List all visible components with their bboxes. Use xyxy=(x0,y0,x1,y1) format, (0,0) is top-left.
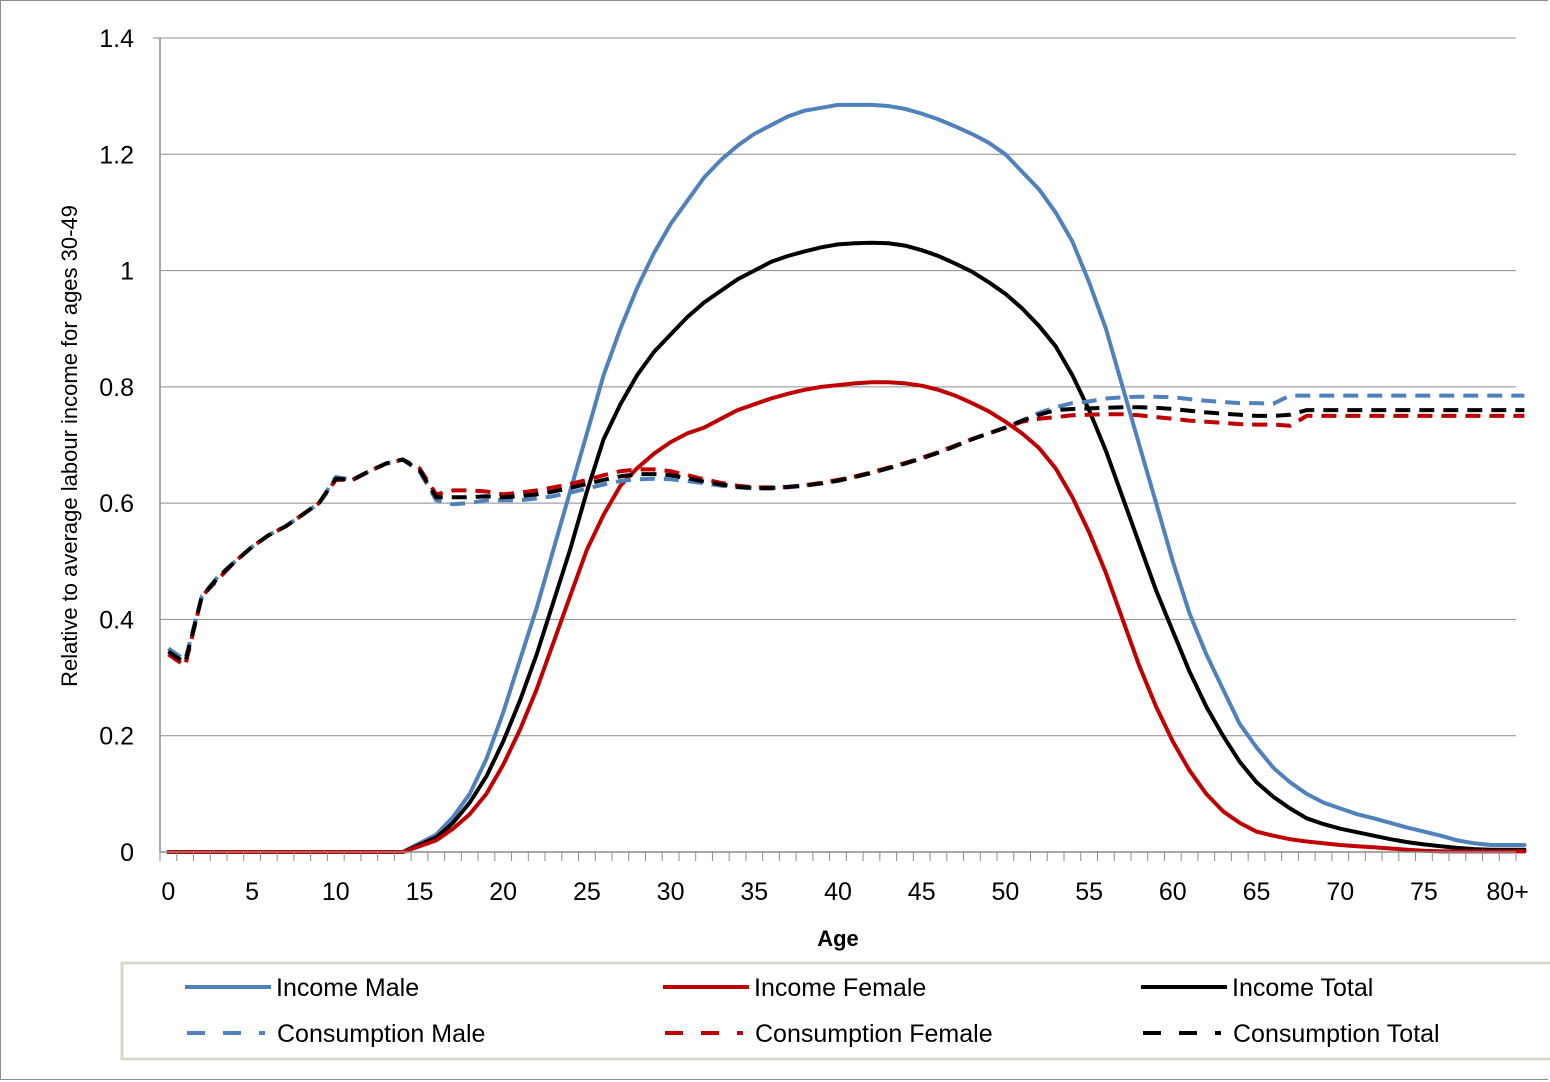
legend-label: Consumption Total xyxy=(1233,1020,1440,1048)
y-tick-label: 1 xyxy=(120,258,134,286)
legend-label: Consumption Male xyxy=(277,1020,485,1048)
x-tick-label: 50 xyxy=(992,878,1020,906)
legend-box xyxy=(120,961,1550,1061)
series-layer xyxy=(166,102,1527,854)
x-tick-label: 15 xyxy=(406,878,434,906)
x-axis-title: Age xyxy=(817,926,859,951)
axes xyxy=(153,37,1517,861)
legend-label: Income Total xyxy=(1232,974,1373,1002)
y-tick-label: 1.4 xyxy=(99,25,134,53)
x-tick-label: 70 xyxy=(1326,878,1354,906)
legend: Income Male Income Female Income Total Cons… xyxy=(120,961,1550,1061)
x-tick-labels: 0 5 10 15 20 25 30 35 40 45 50 55 60 65 70 75 80+ xyxy=(161,878,1528,906)
x-tick-label: 0 xyxy=(161,878,175,906)
x-tick-label: 10 xyxy=(322,878,350,906)
x-tick-label: 20 xyxy=(489,878,517,906)
series-line-consumption-male xyxy=(167,393,1525,663)
y-axis-title: Relative to average labour income for ag… xyxy=(57,205,82,687)
y-tick-label: 0.2 xyxy=(99,723,134,751)
y-tick-label: 1.2 xyxy=(99,141,134,169)
x-tick-label: 40 xyxy=(824,878,852,906)
y-tick-label: 0.8 xyxy=(99,374,134,402)
x-tick-label: 60 xyxy=(1159,878,1187,906)
x-tick-label: 35 xyxy=(740,878,768,906)
x-tick-label: 80+ xyxy=(1486,878,1528,906)
legend-label: Consumption Female xyxy=(755,1020,993,1048)
y-tick-label: 0 xyxy=(120,839,134,867)
series-line-income-female xyxy=(166,380,1527,854)
x-tick-label: 55 xyxy=(1075,878,1103,906)
x-tick-label: 30 xyxy=(657,878,685,906)
x-tick-label: 65 xyxy=(1243,878,1271,906)
y-tick-labels: 0 0.2 0.4 0.6 0.8 1 1.2 1.4 xyxy=(99,25,134,867)
series-line-income-total xyxy=(166,240,1527,854)
y-tick-label: 0.4 xyxy=(99,606,134,634)
series-line-consumption-female xyxy=(167,412,1525,668)
x-tick-label: 45 xyxy=(908,878,936,906)
x-tick-label: 5 xyxy=(245,878,259,906)
legend-label: Income Male xyxy=(276,974,419,1002)
series-line-consumption-total xyxy=(167,405,1525,665)
legend-label: Income Female xyxy=(754,974,926,1002)
x-tick-label: 25 xyxy=(573,878,601,906)
x-tick-label: 75 xyxy=(1410,878,1438,906)
y-tick-label: 0.6 xyxy=(99,490,134,518)
